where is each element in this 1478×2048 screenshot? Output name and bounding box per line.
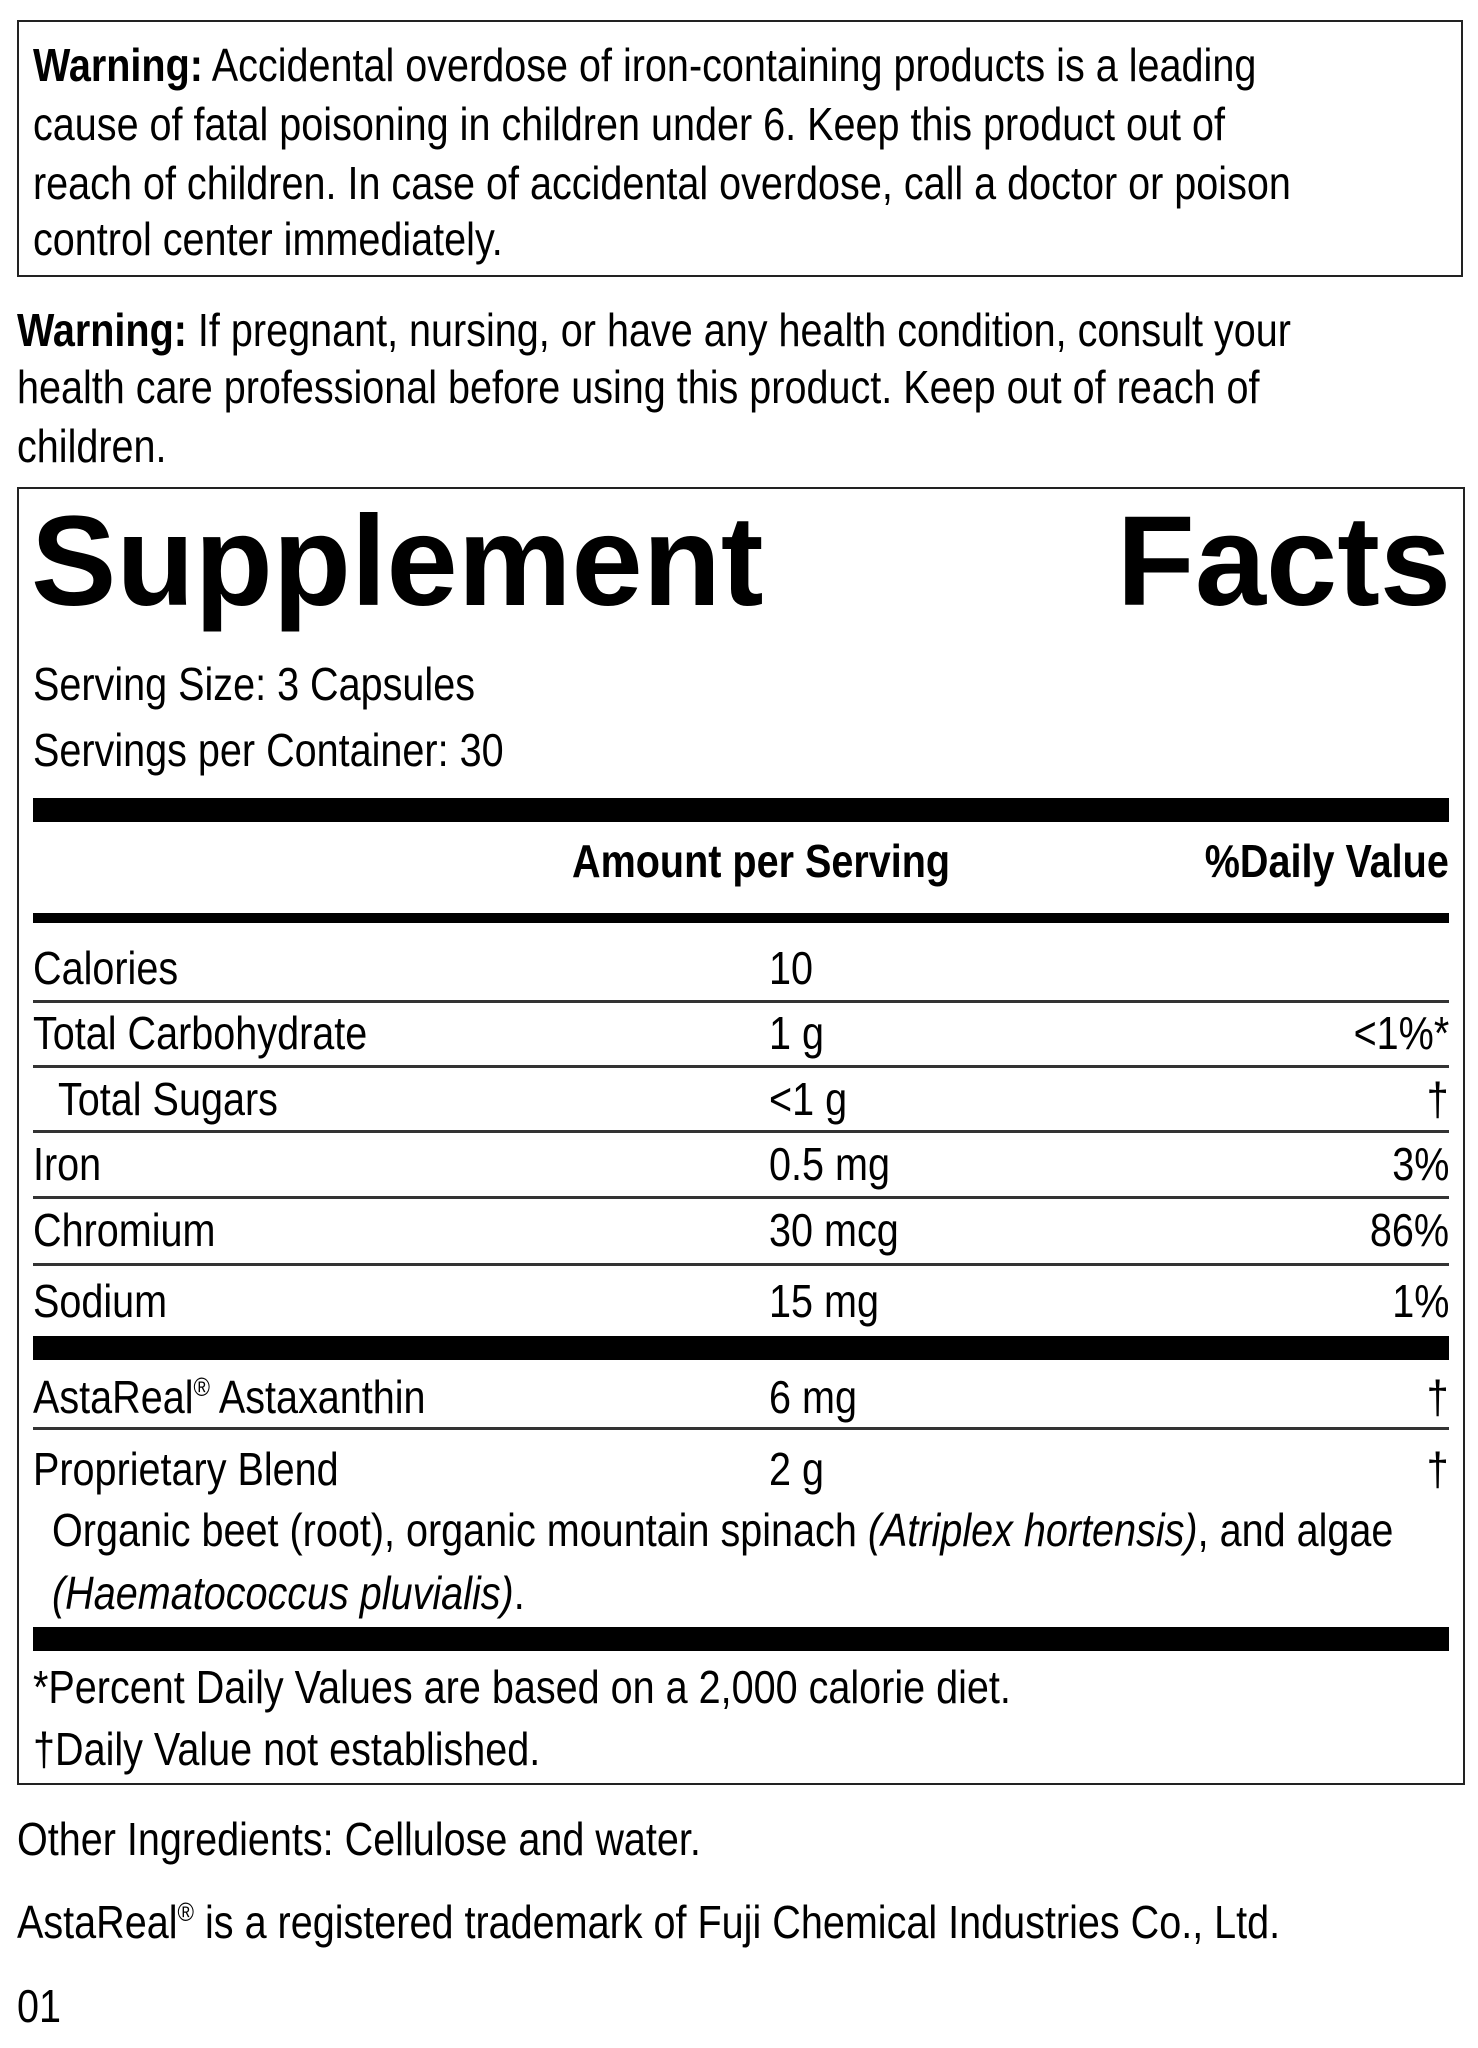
- nutrient-amount: 1 g: [769, 1007, 824, 1059]
- warning-text: Accidental overdose of iron-containing p…: [211, 39, 1257, 91]
- nutrient-dv: 3%: [1391, 1138, 1449, 1190]
- row-divider: [33, 1000, 1449, 1003]
- thick-divider: [33, 1336, 1449, 1360]
- nutrient-name: Total Carbohydrate: [33, 1007, 368, 1059]
- blend-text: Organic beet (root), organic mountain sp…: [52, 1504, 868, 1556]
- nutrient-amount: 15 mg: [769, 1275, 879, 1327]
- facts-title-facts: Facts: [1116, 490, 1451, 633]
- row-divider: [33, 1130, 1449, 1133]
- ingredient-dv: †: [1426, 1371, 1449, 1423]
- label-code: 01: [17, 1980, 62, 2032]
- trademark-notice: AstaReal® is a registered trademark of F…: [17, 1899, 1280, 1945]
- nutrient-dv: 1%: [1391, 1275, 1449, 1327]
- general-warning-line: health care professional before using th…: [17, 361, 1260, 413]
- header-daily-value: %Daily Value: [1204, 835, 1449, 887]
- blend-latin-name: (Atriplex hortensis): [867, 1504, 1198, 1556]
- nutrient-amount: 30 mcg: [769, 1204, 899, 1256]
- ingredient-name-rest: Astaxanthin: [210, 1371, 426, 1423]
- nutrient-name: Chromium: [33, 1204, 216, 1256]
- ingredient-dv: †: [1426, 1443, 1449, 1495]
- registered-mark: ®: [177, 1897, 195, 1927]
- row-divider: [33, 1065, 1449, 1068]
- facts-title-supplement: Supplement: [31, 490, 764, 633]
- iron-warning-line: Warning: Accidental overdose of iron-con…: [33, 42, 1256, 88]
- brand-name: AstaReal: [17, 1896, 178, 1948]
- blend-text: , and algae: [1197, 1504, 1394, 1556]
- iron-warning-line: cause of fatal poisoning in children und…: [33, 98, 1225, 150]
- thick-divider: [33, 798, 1449, 822]
- blend-description: (Haematococcus pluvialis).: [52, 1570, 525, 1616]
- brand-name: AstaReal: [33, 1371, 194, 1423]
- nutrient-name: Calories: [33, 942, 179, 994]
- other-ingredients: Other Ingredients: Cellulose and water.: [17, 1813, 701, 1865]
- thick-divider: [33, 1627, 1449, 1651]
- ingredient-name: AstaReal® Astaxanthin: [33, 1374, 426, 1420]
- warning-text: If pregnant, nursing, or have any health…: [197, 304, 1291, 356]
- header-amount-per-serving: Amount per Serving: [572, 835, 951, 887]
- nutrient-dv: <1%*: [1353, 1007, 1449, 1059]
- row-divider: [33, 1427, 1449, 1430]
- iron-warning-box: [17, 20, 1463, 277]
- nutrient-amount: <1 g: [769, 1073, 848, 1125]
- supplement-facts-panel: [17, 487, 1465, 1785]
- blend-latin-name: (Haematococcus pluvialis): [52, 1567, 514, 1619]
- nutrient-name: Sodium: [33, 1275, 168, 1327]
- row-divider: [33, 1196, 1449, 1199]
- ingredient-amount: 2 g: [769, 1443, 824, 1495]
- nutrient-name: Iron: [33, 1138, 102, 1190]
- serving-size: Serving Size: 3 Capsules: [33, 658, 475, 710]
- nutrient-amount: 10: [769, 942, 814, 994]
- iron-warning-line: control center immediately.: [33, 213, 503, 265]
- servings-per-container: Servings per Container: 30: [33, 724, 504, 776]
- blend-description: Organic beet (root), organic mountain sp…: [52, 1507, 1393, 1553]
- nutrient-dv: †: [1426, 1073, 1449, 1125]
- registered-mark: ®: [193, 1372, 211, 1402]
- warning-label: Warning:: [17, 304, 187, 356]
- general-warning-line: children.: [17, 420, 167, 472]
- ingredient-name: Proprietary Blend: [33, 1443, 339, 1495]
- nutrient-amount: 0.5 mg: [769, 1138, 890, 1190]
- row-divider: [33, 1263, 1449, 1266]
- footnote-dagger: †Daily Value not established.: [33, 1723, 541, 1775]
- warning-label: Warning:: [33, 39, 203, 91]
- ingredient-amount: 6 mg: [769, 1371, 857, 1423]
- nutrient-name: Total Sugars: [58, 1073, 278, 1125]
- trademark-text: is a registered trademark of Fuji Chemic…: [194, 1896, 1281, 1948]
- nutrient-dv: 86%: [1369, 1204, 1449, 1256]
- iron-warning-line: reach of children. In case of accidental…: [33, 157, 1291, 209]
- footnote-daily-values: *Percent Daily Values are based on a 2,0…: [33, 1661, 1011, 1713]
- medium-divider: [33, 913, 1449, 923]
- blend-text: .: [513, 1567, 525, 1619]
- general-warning-line: Warning: If pregnant, nursing, or have a…: [17, 307, 1291, 353]
